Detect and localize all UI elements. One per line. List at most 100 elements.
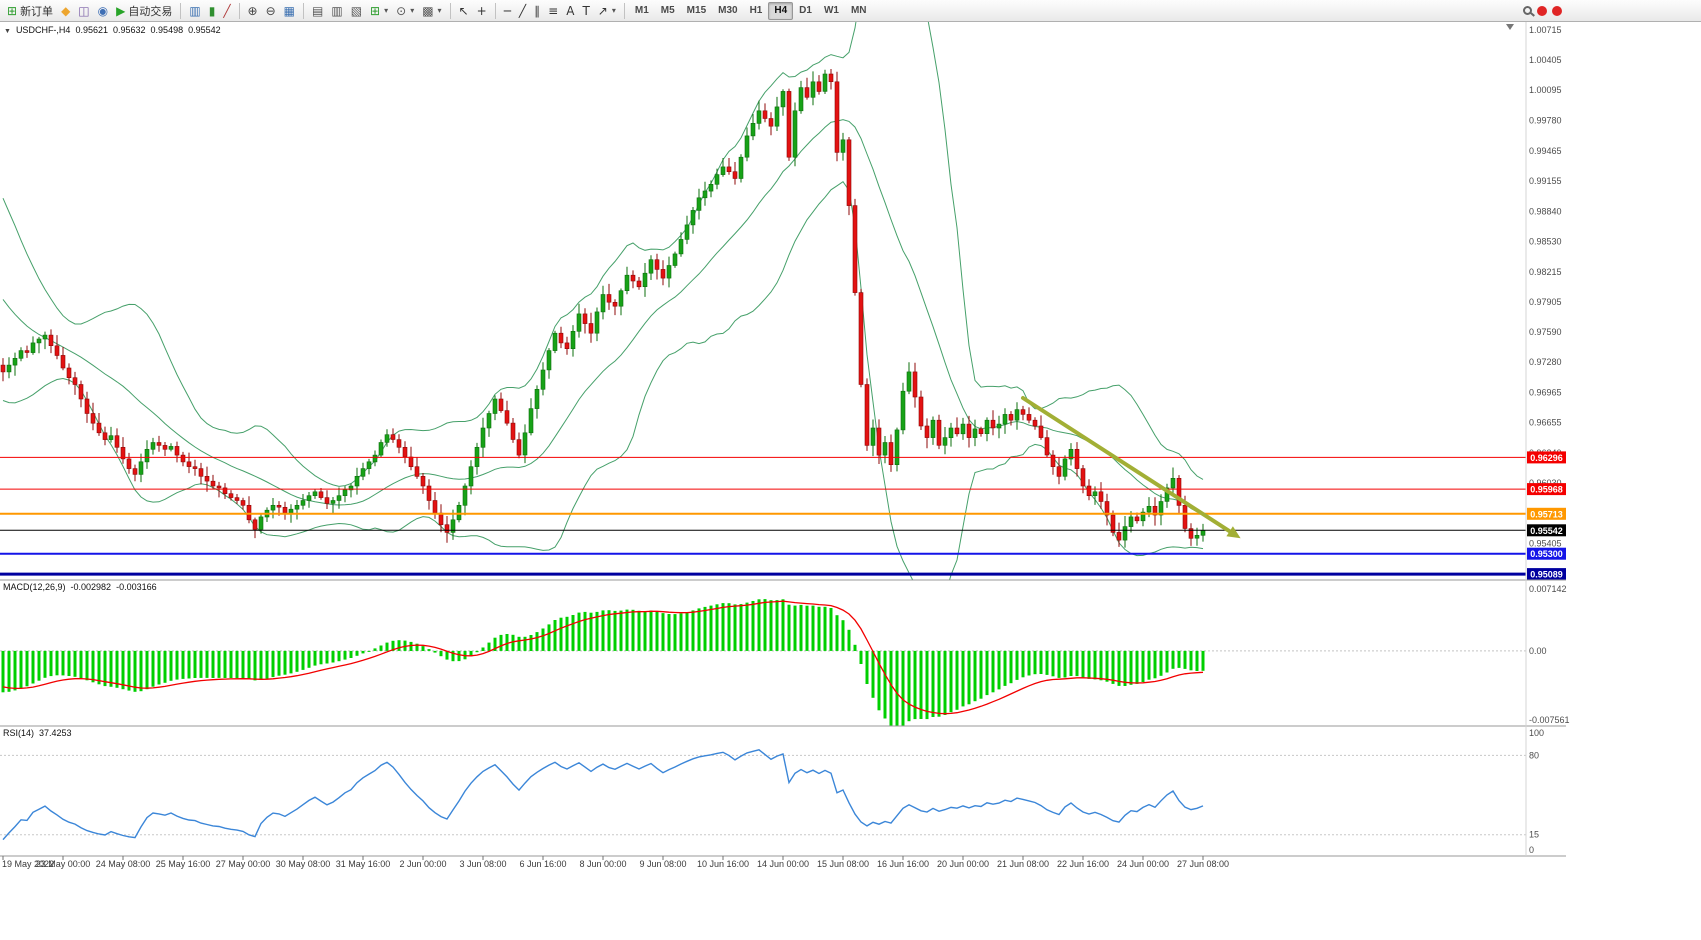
macd-histogram — [1, 599, 1205, 726]
zoom-out-icon-glyph: ⊖ — [265, 3, 276, 18]
tile-horizontal-icon[interactable]: ▥ — [327, 1, 346, 20]
chart-shift-marker[interactable] — [1506, 24, 1514, 30]
template-button[interactable]: ▩ ▾ — [418, 1, 445, 20]
signals-icon[interactable]: ◉ — [94, 1, 112, 20]
price-high: 0.95632 — [113, 25, 146, 35]
date-label: 9 Jun 08:00 — [639, 859, 686, 869]
price-tag — [1527, 524, 1566, 537]
macd-title: MACD(12,26,9) — [3, 582, 66, 592]
trendline-icon[interactable]: ╱ — [515, 1, 530, 20]
macd-scale-min: -0.007561 — [1529, 715, 1570, 725]
shapes-button[interactable]: ↗ ▾ — [594, 1, 620, 20]
rsi-title: RSI(14) — [3, 728, 35, 738]
mql5-icon[interactable]: ◆ — [57, 1, 74, 20]
autotrading-button[interactable]: ▶ 自动交易 — [112, 1, 176, 20]
rsi-indicator-label: RSI(14) 37.4253 — [3, 728, 72, 738]
macd-signal-value: -0.003166 — [116, 582, 157, 592]
price-line-0.95542[interactable]: 0.95542 — [0, 524, 1566, 537]
macd-scale-zero: 0.00 — [1529, 646, 1547, 656]
add-indicator-button-glyph: ⊞ — [370, 3, 381, 18]
tile-horizontal-icon-glyph: ▥ — [331, 3, 343, 18]
cascade-windows-icon-glyph: ▤ — [312, 3, 324, 18]
date-label: 2 Jun 00:00 — [399, 859, 446, 869]
notification-badge[interactable] — [1537, 5, 1547, 16]
timeframe-w1[interactable]: W1 — [823, 5, 839, 16]
date-label: 21 Jun 08:00 — [997, 859, 1049, 869]
shapes-button-glyph: ↗ — [597, 3, 608, 18]
bollinger-upper-band — [2, 22, 1204, 487]
timeframe-d1[interactable]: D1 — [799, 5, 812, 16]
timeframe-h1[interactable]: H1 — [749, 5, 763, 16]
search-icon[interactable] — [1523, 6, 1532, 15]
market-icon[interactable]: ◫ — [74, 1, 93, 20]
cursor-icon[interactable]: ↖ — [455, 1, 473, 20]
toolbar-separator — [180, 2, 182, 19]
label-tool-icon-glyph: T — [582, 3, 590, 18]
price-scale-label: 0.95405 — [1529, 539, 1562, 549]
date-label: 20 Jun 00:00 — [937, 859, 989, 869]
period-button-dropdown-icon[interactable]: ▾ — [410, 6, 415, 15]
add-indicator-button[interactable]: ⊞ ▾ — [366, 1, 392, 20]
horizontal-line-icon-glyph: ─ — [503, 3, 511, 18]
timeframe-m15[interactable]: M15 — [686, 5, 707, 16]
date-label: 31 May 16:00 — [336, 859, 391, 869]
tile-windows-icon[interactable]: ▦ — [280, 1, 299, 20]
date-label: 10 Jun 16:00 — [697, 859, 749, 869]
date-label: 14 Jun 00:00 — [757, 859, 809, 869]
price-line-0.95968[interactable]: 0.95968 — [0, 483, 1566, 496]
tile-vertical-icon[interactable]: ▧ — [347, 1, 366, 20]
add-indicator-button-dropdown-icon[interactable]: ▾ — [384, 6, 389, 15]
ohlc-collapse-button[interactable]: ▼ — [4, 28, 11, 35]
timeframe-m30[interactable]: M30 — [718, 5, 738, 16]
timeframe-mn[interactable]: MN — [850, 5, 867, 16]
signals-icon-glyph: ◉ — [97, 3, 109, 18]
rsi-scale-label: 100 — [1529, 728, 1544, 738]
price-tag-label: 0.96296 — [1530, 453, 1563, 463]
shapes-button-dropdown-icon[interactable]: ▾ — [611, 6, 616, 15]
zoom-in-icon[interactable]: ⊕ — [244, 1, 262, 20]
price-line-0.95713[interactable]: 0.95713 — [0, 507, 1566, 520]
price-low: 0.95498 — [150, 25, 184, 35]
candlestick-chart-icon[interactable]: ▮ — [205, 1, 220, 20]
trend-arrow[interactable] — [1021, 396, 1241, 539]
price-line-0.95089[interactable]: 0.95089 — [0, 568, 1566, 581]
horizontal-line-icon[interactable]: ─ — [500, 1, 515, 20]
price-open: 0.95621 — [75, 25, 108, 35]
timeframe-h4[interactable]: H4 — [768, 1, 794, 20]
channel-icon-glyph: ∥ — [534, 3, 541, 18]
rsi-scale-label: 80 — [1529, 750, 1539, 760]
label-tool-icon[interactable]: T — [578, 1, 593, 20]
price-tag — [1527, 507, 1566, 520]
new-order-button[interactable]: ⊞ 新订单 — [3, 1, 57, 20]
timeframe-m5[interactable]: M5 — [660, 5, 675, 16]
text-tool-icon[interactable]: A — [562, 1, 578, 20]
timeframe-m1[interactable]: M1 — [634, 5, 649, 16]
crosshair-icon-glyph: + — [476, 3, 487, 18]
bar-chart-icon[interactable]: ▥ — [185, 1, 204, 20]
trendline-icon-glyph: ╱ — [518, 3, 527, 18]
zoom-out-icon[interactable]: ⊖ — [262, 1, 280, 20]
price-line-0.96296[interactable]: 0.96296 — [0, 451, 1566, 464]
price-scale-label: 0.97905 — [1529, 297, 1562, 307]
date-label: 6 Jun 16:00 — [519, 859, 566, 869]
rsi-value: 37.4253 — [39, 728, 72, 738]
line-chart-icon-glyph: ╱ — [223, 3, 231, 18]
price-scale-label: 0.98530 — [1529, 236, 1562, 246]
autotrading-button-glyph: ▶ — [116, 3, 126, 18]
period-button[interactable]: ⊙ ▾ — [392, 1, 418, 20]
template-button-dropdown-icon[interactable]: ▾ — [437, 6, 442, 15]
cascade-windows-icon[interactable]: ▤ — [308, 1, 327, 20]
price-scale-label: 0.98840 — [1529, 206, 1562, 216]
zoom-in-icon-glyph: ⊕ — [247, 3, 258, 18]
notification-badge[interactable] — [1552, 5, 1562, 16]
fibonacci-icon[interactable]: ≡ — [544, 1, 562, 20]
price-scale-label: 0.96655 — [1529, 418, 1562, 428]
crosshair-icon[interactable]: + — [473, 1, 491, 20]
line-chart-icon[interactable]: ╱ — [219, 1, 234, 20]
price-scale-label: 0.99155 — [1529, 176, 1562, 186]
channel-icon[interactable]: ∥ — [530, 1, 544, 20]
price-scale: 1.00715 1.00405 1.00095 0.99780 0.99465 0.991… — [1529, 25, 1562, 579]
price-line-0.95300[interactable]: 0.95300 — [0, 547, 1566, 560]
